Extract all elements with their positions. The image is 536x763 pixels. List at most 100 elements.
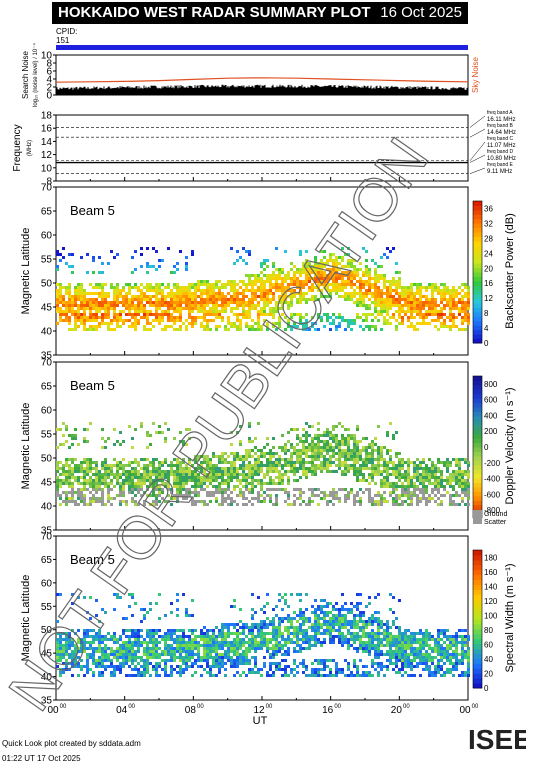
power-cell bbox=[401, 316, 404, 319]
vel-cell bbox=[149, 479, 152, 482]
power-cell bbox=[341, 283, 344, 286]
width-cell bbox=[86, 656, 89, 659]
width-cell bbox=[101, 665, 104, 668]
vel-cell bbox=[335, 458, 338, 461]
power-cell bbox=[353, 274, 356, 277]
vel-cell bbox=[386, 482, 389, 485]
width-cell bbox=[209, 647, 212, 650]
width-cell bbox=[83, 650, 86, 653]
power-cell bbox=[368, 304, 371, 307]
power-cell bbox=[350, 277, 353, 280]
width-cell bbox=[134, 653, 137, 656]
width-cell bbox=[179, 647, 182, 650]
power-cell bbox=[386, 313, 389, 316]
width-cell bbox=[83, 629, 86, 632]
width-cell bbox=[125, 647, 128, 650]
power-cell bbox=[410, 286, 413, 289]
power-cell bbox=[59, 283, 62, 286]
power-cell bbox=[356, 280, 359, 283]
vel-cell bbox=[182, 467, 185, 470]
vel-cell bbox=[431, 491, 434, 494]
vel-cell bbox=[281, 473, 284, 476]
power-cell bbox=[125, 292, 128, 295]
power-cell bbox=[416, 283, 419, 286]
width-cell bbox=[170, 671, 173, 674]
width-cell bbox=[74, 665, 77, 668]
power-cell bbox=[461, 289, 464, 292]
vel-cell bbox=[383, 461, 386, 464]
power-cell bbox=[80, 283, 83, 286]
power-cell bbox=[416, 313, 419, 316]
power-cell bbox=[311, 265, 314, 268]
vel-cell bbox=[161, 473, 164, 476]
vel-cell bbox=[437, 479, 440, 482]
vel-cell bbox=[380, 455, 383, 458]
vel-cell bbox=[176, 464, 179, 467]
power-cell bbox=[236, 316, 239, 319]
power-cell bbox=[146, 247, 149, 250]
width-cell bbox=[176, 656, 179, 659]
power-cell bbox=[275, 283, 278, 286]
power-colorbar-segment bbox=[473, 214, 482, 219]
vel-cell bbox=[83, 437, 86, 440]
power-cell bbox=[206, 286, 209, 289]
vel-cell bbox=[398, 485, 401, 488]
vel-cell bbox=[116, 461, 119, 464]
vel-cell bbox=[80, 461, 83, 464]
width-cell bbox=[203, 644, 206, 647]
vel-cell bbox=[377, 461, 380, 464]
power-cell bbox=[440, 307, 443, 310]
power-cell bbox=[335, 262, 338, 265]
vel-cell bbox=[62, 443, 65, 446]
vel-cell bbox=[239, 443, 242, 446]
vel-cell bbox=[227, 503, 230, 506]
vel-cell bbox=[290, 428, 293, 431]
vel-cell bbox=[323, 491, 326, 494]
power-cell bbox=[257, 325, 260, 328]
vel-cell bbox=[362, 461, 365, 464]
vel-cell bbox=[179, 470, 182, 473]
width-cell bbox=[209, 671, 212, 674]
power-cell bbox=[263, 286, 266, 289]
power-cell bbox=[218, 304, 221, 307]
power-cell bbox=[194, 295, 197, 298]
vel-cell bbox=[452, 500, 455, 503]
width-cell bbox=[152, 656, 155, 659]
vel-cell bbox=[179, 476, 182, 479]
power-cell bbox=[443, 286, 446, 289]
width-cell bbox=[56, 656, 59, 659]
power-cell bbox=[374, 304, 377, 307]
freq-band-label: freq band D bbox=[487, 149, 514, 155]
power-cell bbox=[161, 316, 164, 319]
vel-cell bbox=[455, 473, 458, 476]
power-ytick-label: 40 bbox=[41, 327, 53, 338]
width-cell bbox=[101, 647, 104, 650]
vel-cell bbox=[311, 443, 314, 446]
power-cell bbox=[260, 283, 263, 286]
width-cell bbox=[203, 647, 206, 650]
vel-cell bbox=[143, 458, 146, 461]
vel-cell bbox=[359, 479, 362, 482]
width-cell bbox=[173, 641, 176, 644]
power-cell bbox=[308, 262, 311, 265]
power-cell bbox=[170, 307, 173, 310]
vel-cell bbox=[152, 464, 155, 467]
power-cell bbox=[467, 304, 470, 307]
vel-cell bbox=[353, 467, 356, 470]
vel-cell bbox=[74, 500, 77, 503]
power-cell bbox=[341, 280, 344, 283]
width-cell bbox=[92, 635, 95, 638]
vel-cell bbox=[74, 434, 77, 437]
vel-cell bbox=[170, 473, 173, 476]
vel-cell bbox=[194, 494, 197, 497]
vel-cell bbox=[335, 446, 338, 449]
vel-cell bbox=[317, 422, 320, 425]
power-cell bbox=[329, 316, 332, 319]
power-cell bbox=[74, 310, 77, 313]
power-cell bbox=[128, 319, 131, 322]
power-cell bbox=[80, 286, 83, 289]
vel-cell bbox=[125, 482, 128, 485]
power-cell bbox=[251, 289, 254, 292]
power-cell bbox=[128, 289, 131, 292]
width-cell bbox=[98, 665, 101, 668]
